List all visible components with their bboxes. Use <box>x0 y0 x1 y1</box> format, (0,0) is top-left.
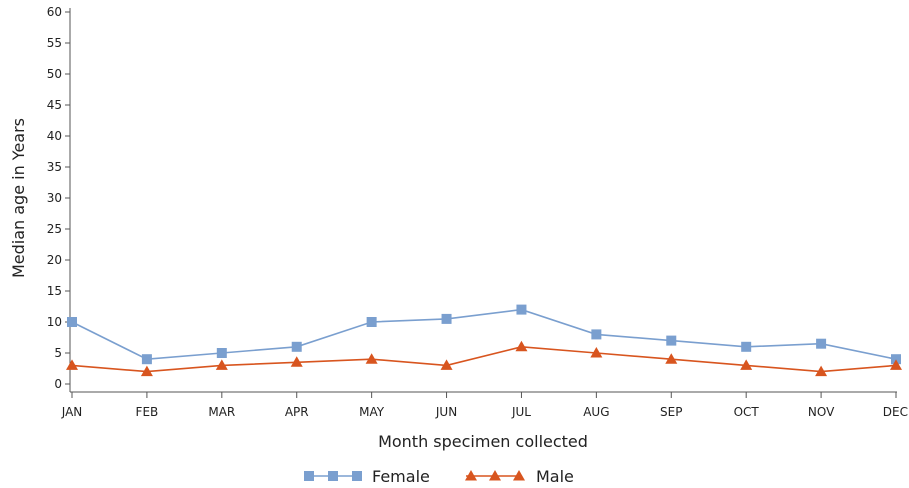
y-tick-label: 15 <box>47 284 62 298</box>
legend-marker <box>489 470 501 481</box>
axes <box>69 8 897 393</box>
data-point-male <box>665 353 678 364</box>
series-male <box>66 340 902 377</box>
x-tick-label: FEB <box>136 405 159 419</box>
x-tick-label: MAR <box>208 405 235 419</box>
data-point-male <box>590 347 603 358</box>
data-point-male <box>140 365 153 377</box>
x-tick-label: OCT <box>734 405 760 419</box>
data-point-female <box>141 354 152 365</box>
data-point-female <box>891 354 901 365</box>
data-point-female <box>591 329 602 340</box>
y-tick-label: 5 <box>54 346 62 360</box>
legend-marker <box>352 471 362 481</box>
data-point-female <box>216 348 227 358</box>
x-tick-label: APR <box>285 405 309 419</box>
data-point-male <box>815 365 828 377</box>
y-tick-label: 45 <box>47 98 62 112</box>
data-point-female <box>816 338 827 349</box>
y-tick-label: 60 <box>47 5 62 19</box>
legend-label-male: Male <box>536 467 574 486</box>
series-line-female <box>71 308 897 361</box>
legend-item-female: Female <box>304 467 430 486</box>
data-point-male <box>365 353 378 364</box>
x-tick-label: JAN <box>61 405 83 419</box>
legend-marker <box>304 471 314 481</box>
data-point-male <box>515 340 528 352</box>
series <box>66 304 902 377</box>
data-point-male <box>440 359 453 370</box>
data-point-female <box>291 341 302 352</box>
legend-marker <box>513 470 525 481</box>
x-ticks: JAN FEB MAR APR MAY JUN JUL AUG SEP OCT NOV DEC <box>61 392 908 419</box>
x-tick-label: DEC <box>883 405 908 419</box>
data-point-male <box>215 359 228 370</box>
data-point-female <box>741 341 752 352</box>
x-tick-label: NOV <box>808 405 835 419</box>
x-axis-title: Month specimen collected <box>378 432 588 451</box>
y-tick-label: 0 <box>54 377 62 391</box>
x-tick-label: SEP <box>660 405 682 419</box>
data-point-male <box>66 359 78 370</box>
legend-marker <box>465 470 477 481</box>
data-point-female <box>441 313 452 324</box>
y-tick-label: 25 <box>47 222 62 236</box>
y-tick-label: 50 <box>47 67 62 81</box>
x-tick-label: AUG <box>583 405 609 419</box>
x-tick-label: MAY <box>359 405 385 419</box>
x-tick-label: JUL <box>511 405 531 419</box>
data-point-male <box>290 356 303 367</box>
data-point-female <box>516 304 527 315</box>
y-tick-label: 40 <box>47 129 62 143</box>
data-point-female <box>666 335 677 346</box>
data-point-male <box>740 359 753 370</box>
y-ticks: 0 5 10 15 20 25 30 35 40 45 50 55 60 <box>47 5 70 391</box>
legend-label-female: Female <box>372 467 430 486</box>
data-point-male <box>890 359 902 370</box>
data-point-female <box>67 317 77 327</box>
y-tick-label: 20 <box>47 253 62 267</box>
legend-marker <box>328 471 338 481</box>
legend: Female Male <box>304 467 574 486</box>
x-tick-label: JUN <box>435 405 457 419</box>
series-line-male <box>71 345 897 373</box>
y-tick-label: 10 <box>47 315 62 329</box>
y-tick-label: 35 <box>47 160 62 174</box>
series-female <box>67 304 901 365</box>
y-tick-label: 55 <box>47 36 62 50</box>
y-tick-label: 30 <box>47 191 62 205</box>
y-axis-title: Median age in Years <box>9 118 28 278</box>
legend-item-male: Male <box>465 467 574 486</box>
data-point-female <box>366 317 377 327</box>
